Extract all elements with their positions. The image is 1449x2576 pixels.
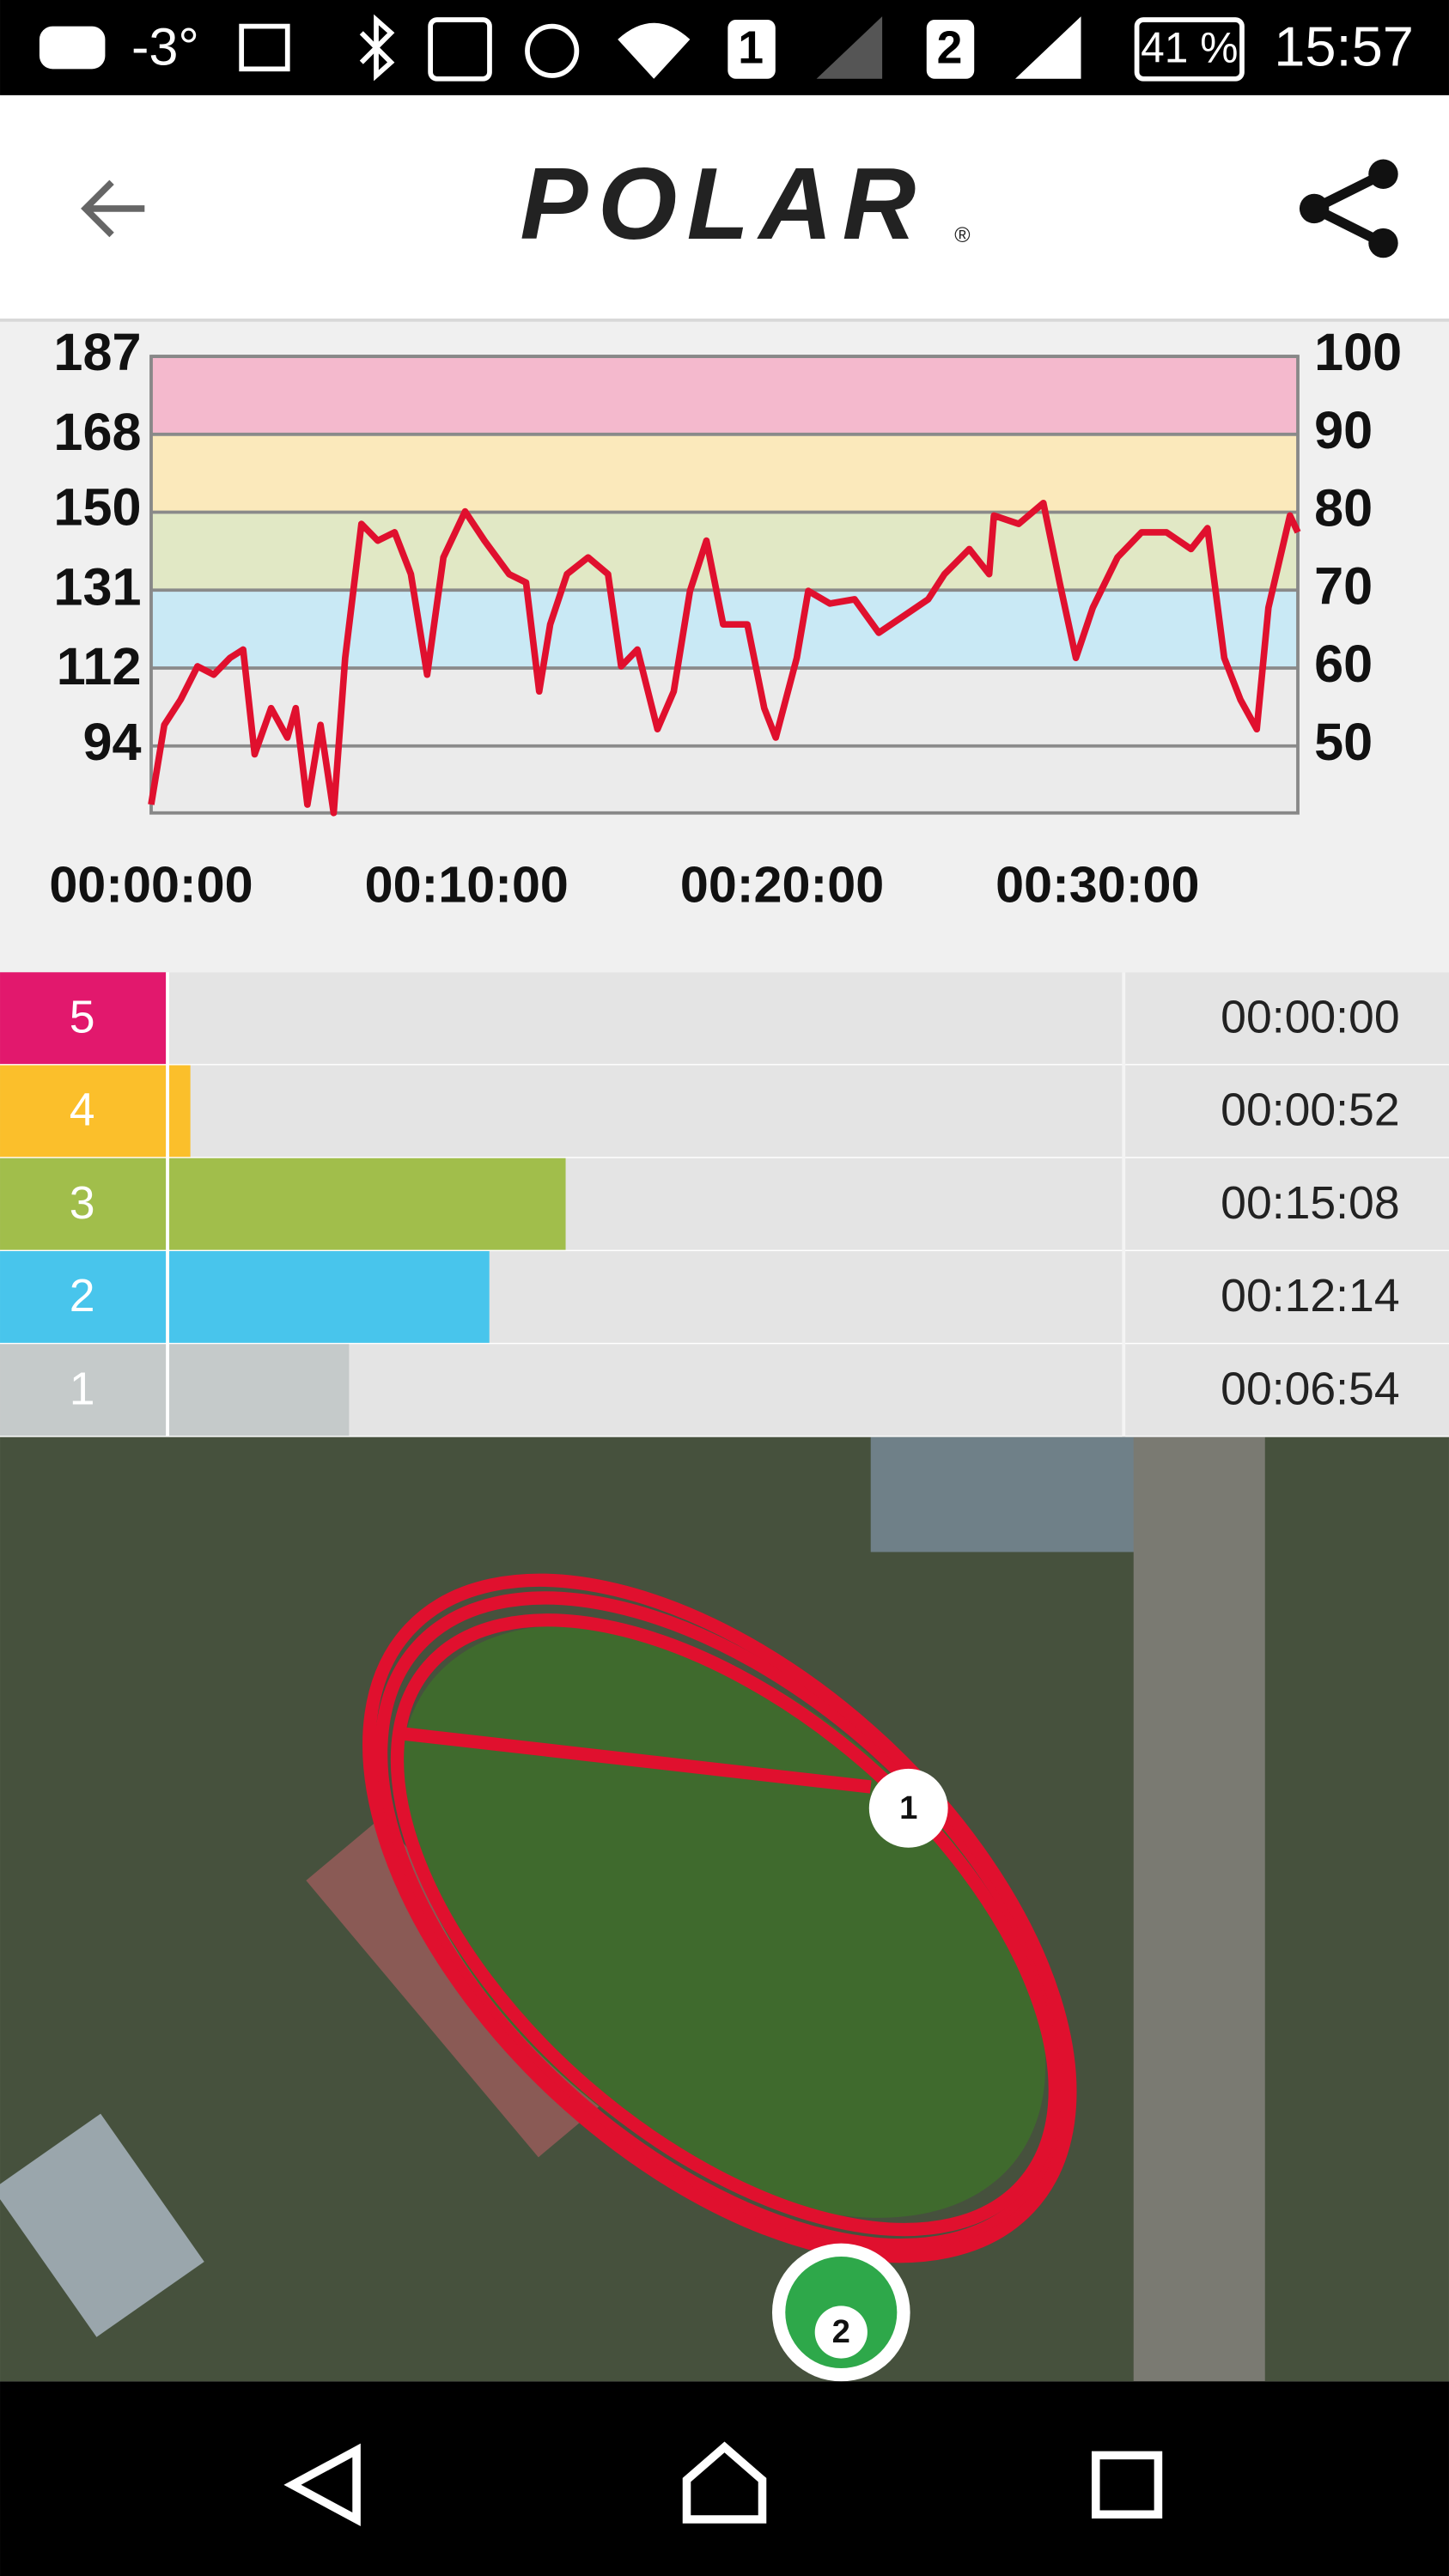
y-tick-label: 112: [57, 637, 142, 696]
lap-marker-badge: [814, 2306, 868, 2359]
zone-time: 00:12:14: [1221, 1271, 1399, 1321]
zone-badge: [0, 1251, 167, 1345]
nav-home[interactable]: [682, 2441, 767, 2524]
zone-bar: [167, 1344, 350, 1437]
sim1-badge: [728, 19, 776, 79]
y2-tick-label: 70: [1314, 556, 1373, 615]
hr-line: [148, 500, 1301, 817]
zone-band: [150, 356, 1299, 434]
zone-time: 00:00:52: [1221, 1085, 1399, 1136]
zone-bar: [167, 1251, 490, 1345]
zone-bar: [167, 1157, 566, 1252]
y-tick-label: 150: [53, 478, 141, 537]
share-dot: [1299, 193, 1330, 224]
zone-time: 00:06:54: [1221, 1364, 1399, 1414]
y2-tick-label: 50: [1314, 713, 1373, 771]
y-tick-label: 168: [53, 403, 141, 461]
zone-bar: [167, 1065, 191, 1158]
zone-number: 1: [70, 1364, 95, 1414]
image-icon: [239, 23, 290, 72]
message-icon: [39, 26, 106, 70]
nav-back[interactable]: [283, 2443, 361, 2527]
track: [362, 1573, 1077, 2263]
zone-badge: [0, 1065, 167, 1158]
share-button[interactable]: [1299, 159, 1398, 258]
temperature: -3°: [131, 17, 199, 76]
y-tick-label: 187: [53, 323, 141, 381]
bluetooth-icon: [359, 14, 395, 82]
zone-row: [0, 1065, 1449, 1158]
zone-badge: [0, 1344, 167, 1437]
zone-time: 00:15:08: [1221, 1178, 1399, 1229]
wifi-icon: [618, 22, 691, 79]
zone-time: 00:00:00: [1221, 992, 1399, 1042]
header: [0, 94, 1449, 320]
map-building: [0, 2113, 204, 2337]
lap-marker[interactable]: [868, 1768, 948, 1848]
share-dot: [1368, 228, 1398, 258]
nav-recents[interactable]: [1091, 2451, 1163, 2519]
y-tick-label: 94: [82, 713, 141, 771]
x-tick-label: 00:00:00: [49, 855, 253, 913]
zone-number: 2: [70, 1271, 95, 1321]
signal2-icon: [1015, 16, 1081, 79]
x-tick-label: 00:10:00: [365, 855, 569, 913]
back-button[interactable]: [81, 179, 145, 238]
zone-band: [150, 590, 1299, 668]
alarm-icon: [525, 23, 580, 78]
map-road: [1133, 1437, 1265, 2382]
track-segment: [393, 1726, 872, 1794]
clock: 15:57: [1274, 15, 1414, 77]
zone-number: 4: [70, 1085, 95, 1136]
track-lap: [374, 1591, 1072, 2252]
nav-bar: [0, 2381, 1449, 2576]
nfc-icon: [428, 17, 492, 82]
zone-band: [150, 434, 1299, 513]
share-dot: [1368, 159, 1398, 189]
lap-marker-label: 1: [899, 1789, 917, 1826]
hr-chart: 100 90 80 70 60 50 187 168 150 131 112 94 00:00:00 00…: [49, 323, 1402, 913]
polar-logo: POLAR: [520, 148, 925, 261]
battery: 41 %: [1141, 23, 1238, 71]
x-tick-label: 00:20:00: [680, 855, 884, 913]
zone-badge: [0, 972, 167, 1066]
y2-tick-label: 90: [1314, 401, 1373, 459]
sim1: 1: [738, 22, 764, 73]
track-lap: [390, 1613, 1062, 2237]
zone-number: 3: [70, 1178, 95, 1229]
zone-row: [0, 972, 1449, 1066]
registered-mark: ®: [954, 223, 970, 247]
zone-table: 5 00:00:00 4 00:00:52 3 00:15:08 2 00:12:14 1 00:…: [0, 972, 1449, 1439]
signal1-icon: [816, 16, 883, 79]
battery-icon: [1134, 17, 1245, 82]
sim2: 2: [937, 22, 963, 73]
track-lap: [362, 1573, 1077, 2263]
sim2-badge: [926, 19, 975, 79]
zone-number: 5: [70, 992, 95, 1042]
map: 1 2: [0, 1437, 1449, 2382]
x-tick-label: 00:30:00: [995, 855, 1199, 913]
y2-tick-label: 60: [1314, 635, 1373, 693]
plot-border: [149, 355, 1300, 815]
lap-marker-label: 2: [832, 2313, 850, 2350]
zone-badge: [0, 1157, 167, 1252]
y2-tick-label: 80: [1314, 479, 1373, 538]
y-tick-label: 131: [53, 557, 141, 616]
y2-tick-label: 100: [1314, 323, 1402, 381]
